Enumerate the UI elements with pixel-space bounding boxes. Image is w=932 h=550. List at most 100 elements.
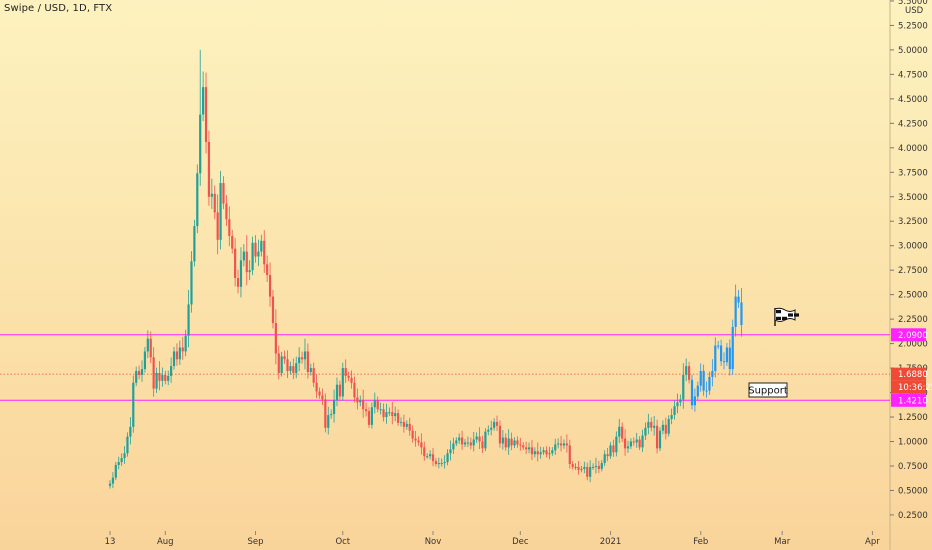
x-tick-label: Dec: [512, 537, 529, 547]
candle-body: [711, 371, 714, 377]
candle-body: [472, 439, 475, 446]
candle-body: [530, 447, 534, 455]
candle-body: [658, 430, 662, 449]
y-tick-label: 4.5000: [898, 95, 928, 105]
candle-body: [254, 242, 257, 257]
candle-body: [434, 461, 438, 465]
candle-body: [676, 402, 679, 407]
candle-body: [644, 427, 647, 436]
countdown-tag: 10:36:25: [898, 383, 932, 393]
candle-body: [461, 437, 464, 445]
candle-body: [609, 445, 612, 457]
candle-body: [280, 356, 283, 373]
candle-body: [236, 278, 240, 287]
y-tick-label: 2.0000: [898, 340, 928, 350]
candle-body: [411, 430, 414, 439]
candle-body: [234, 248, 237, 279]
candle-body: [295, 363, 298, 373]
candle-body: [257, 251, 260, 257]
candle-body: [213, 193, 216, 213]
candle-body: [408, 423, 411, 431]
candle-body: [641, 435, 644, 448]
candle-body: [661, 424, 664, 431]
candle-body: [594, 465, 598, 467]
candle-body: [283, 356, 286, 360]
x-tick-label: Nov: [425, 537, 442, 547]
support-price-tag: 1.4210: [898, 396, 928, 406]
candle-body: [414, 438, 417, 441]
chart-title: Swipe / USD, 1D, FTX: [4, 3, 113, 14]
candle-body: [207, 141, 211, 197]
candle-body: [356, 397, 359, 403]
candle-body: [466, 442, 470, 444]
candle-body: [484, 431, 487, 449]
y-tick-label: 5.0000: [898, 46, 928, 56]
x-tick-label: Oct: [335, 537, 350, 547]
candle-body: [626, 446, 630, 449]
candle-body: [490, 427, 493, 430]
candle-body: [172, 351, 176, 367]
candle-body: [504, 437, 507, 448]
candle-body: [591, 466, 595, 468]
candle-body: [516, 440, 519, 445]
candle-body: [702, 371, 705, 391]
candle-body: [274, 323, 277, 354]
candle-body: [565, 443, 568, 446]
candle-body: [717, 345, 720, 347]
candle-body: [449, 449, 452, 454]
candle-body: [216, 212, 219, 240]
candle-body: [364, 409, 368, 412]
candle-body: [469, 442, 472, 446]
candle-body: [300, 357, 304, 360]
candle-body: [510, 438, 513, 446]
candle-body: [635, 439, 638, 443]
candle-body: [693, 396, 697, 406]
candle-body: [734, 296, 737, 327]
candle-body: [583, 466, 586, 469]
candle-body: [132, 382, 135, 427]
resistance-price-tag-bg: [891, 328, 926, 342]
candle-body: [481, 441, 484, 449]
candle-body: [417, 440, 420, 443]
candle-body: [324, 399, 327, 428]
candle-body: [379, 409, 382, 411]
candle-body: [498, 425, 502, 444]
support-price-tag-bg: [891, 393, 926, 407]
last-price-tag: 1.6880: [898, 370, 928, 380]
candle-body: [242, 251, 245, 261]
candle-body: [298, 357, 301, 364]
candle-body: [420, 442, 423, 448]
candle-body: [315, 382, 318, 392]
flag-icon-check: [776, 310, 781, 314]
candle-body: [210, 193, 213, 197]
candle-body: [542, 450, 545, 453]
candle-body: [181, 347, 184, 352]
candle-body: [318, 391, 321, 396]
candle-body: [615, 436, 618, 453]
candle-body: [129, 426, 132, 437]
candle-body: [493, 421, 496, 428]
candle-body: [155, 372, 158, 389]
flag-icon-check: [794, 313, 799, 317]
candle-body: [335, 384, 339, 401]
candle-body: [138, 371, 141, 375]
y-tick-label: 0.5000: [898, 486, 928, 496]
candle-body: [600, 463, 603, 469]
candle-body: [178, 347, 181, 360]
candle-body: [423, 447, 426, 457]
support-annotation-label: Support: [748, 386, 788, 397]
candle-body: [577, 466, 580, 470]
y-tick-label: 3.0000: [898, 242, 928, 252]
candle-body: [487, 429, 490, 432]
candle-body: [187, 304, 190, 336]
candle-body: [367, 411, 371, 425]
candle-body: [629, 441, 632, 447]
candle-body: [519, 444, 522, 446]
candle-body: [687, 366, 691, 380]
candle-body: [431, 454, 435, 462]
candle-body: [193, 226, 196, 262]
candle-body: [647, 421, 650, 428]
candle-body: [632, 441, 635, 443]
y-tick-label: 2.2500: [898, 315, 928, 325]
